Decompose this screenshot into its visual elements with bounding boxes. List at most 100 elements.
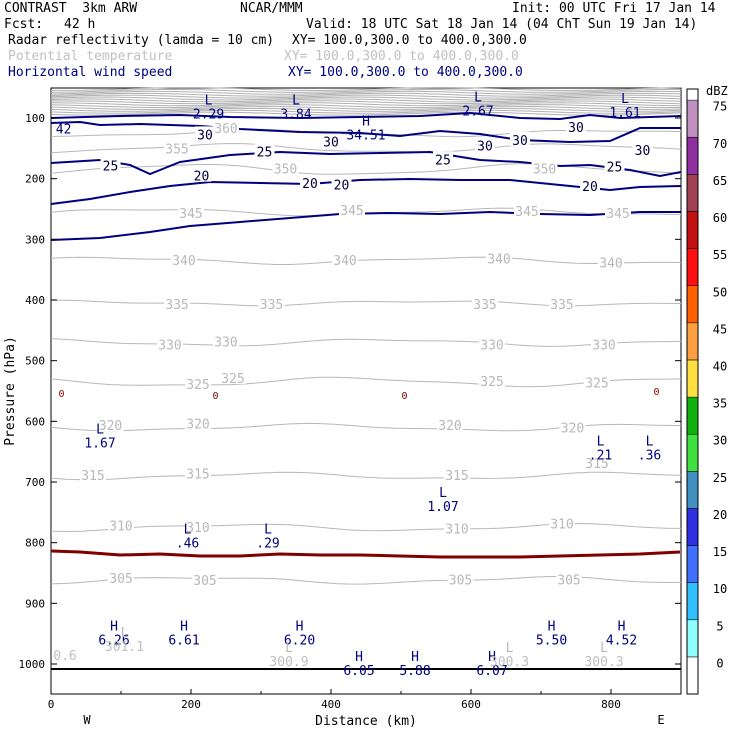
wind-label: 20	[194, 170, 210, 185]
wind-label-bg	[632, 142, 653, 157]
y-tick-label: 600	[25, 415, 45, 428]
wind-extremum-value: 1.07	[427, 500, 458, 515]
wind-label: 30	[568, 121, 584, 136]
theta-label-bg	[437, 418, 463, 432]
reflectivity-zero-label: 0	[401, 391, 407, 402]
wind-extremum-marker: H	[488, 650, 496, 665]
colorbar-label: 50	[713, 285, 727, 299]
y-tick-label: 200	[25, 173, 45, 186]
colorbar-label: 55	[713, 248, 727, 262]
theta-label-bg	[514, 204, 540, 218]
theta-label-bg	[213, 120, 239, 134]
theta-label-bg	[444, 521, 470, 535]
chart-labels: 360 355 350 350 345 345 345 345 340 340 340 340 335 3…	[53, 91, 661, 679]
wind-label-bg	[100, 157, 121, 172]
wind-extremum-value: 5.50	[536, 634, 567, 649]
wind-label: 30	[512, 134, 528, 149]
theta-label: 335	[473, 298, 496, 313]
colorbar: dBZ 0 5 10 15 20 25 30 35 40 45 50 55 60 65 70 75	[686, 84, 728, 695]
theta-contour	[51, 299, 682, 307]
theta-label: 340	[487, 252, 510, 267]
y-tick-label: 300	[25, 233, 45, 246]
theta-label-bg	[444, 467, 470, 481]
wind-extremum-value: 6.07	[476, 664, 507, 679]
isentrope-line	[50, 100, 682, 105]
wind-contour	[50, 111, 682, 121]
reflectivity-zero-label: 0	[212, 391, 218, 402]
theta-extremum-marker: L	[285, 641, 293, 656]
wind-extremum-marker: L	[597, 435, 605, 450]
wind-extremum-marker: H	[362, 114, 370, 129]
corner-label: 42	[56, 122, 72, 137]
colorbar-swatch	[686, 656, 699, 695]
colorbar-label: 20	[713, 508, 727, 522]
wind-label-bg	[331, 176, 352, 191]
wind-extremum-value: 4.52	[606, 634, 637, 649]
wind-speed-contours	[50, 111, 682, 241]
theta-extremum-marker: L	[121, 626, 129, 641]
stratosphere-isentropes	[50, 86, 682, 116]
theta-label: 330	[214, 335, 237, 350]
y-tick-label: 900	[25, 597, 45, 610]
x-axis-title: Distance (km)	[315, 714, 417, 729]
reflectivity-zero-contour	[50, 549, 681, 559]
x-tick-label: 600	[461, 698, 481, 711]
wind-label-bg	[195, 126, 215, 141]
theta-label-bg	[479, 373, 505, 387]
theta-label-bg	[598, 255, 624, 269]
colorbar-swatch	[686, 248, 699, 286]
theta-label: 325	[585, 377, 608, 392]
wind-extremum-marker: H	[411, 650, 419, 665]
theta-label-bg	[591, 337, 617, 351]
field-2-name: Potential temperature	[8, 49, 173, 64]
colorbar-label: 25	[713, 471, 727, 485]
wind-extremum-marker: H	[548, 620, 556, 635]
wind-label: 30	[323, 136, 339, 151]
theta-contour	[50, 522, 682, 533]
y-axis-title: Pressure (hPa)	[3, 336, 18, 446]
theta-label: 305	[449, 573, 472, 588]
theta-label-bg	[486, 251, 512, 265]
wind-extremum-marker: L	[184, 523, 192, 538]
theta-label-bg	[339, 202, 365, 216]
wind-extremum-marker: L	[646, 435, 654, 450]
theta-label: 310	[550, 517, 573, 532]
wind-extremum-marker: L	[621, 92, 629, 107]
wind-label: 25	[103, 159, 119, 174]
colorbar-swatch	[686, 471, 699, 509]
theta-label: 310	[186, 521, 209, 536]
theta-extremum-value: 301.1	[105, 640, 144, 655]
wind-extremum-value: 6.26	[98, 634, 129, 649]
theta-label: 355	[165, 143, 188, 158]
wind-extremum-marker: H	[296, 620, 304, 635]
wind-contour	[50, 177, 682, 205]
wind-label-bg	[566, 119, 586, 134]
x-tick-label: 400	[321, 698, 341, 711]
theta-label-bg	[178, 205, 204, 219]
x-tick-label: 0	[48, 698, 55, 711]
reflectivity-zero-label: 0	[653, 387, 659, 398]
theta-label-bg	[272, 161, 299, 175]
theta-label-bg	[332, 253, 358, 267]
wind-extremum-value: .21	[589, 449, 612, 464]
theta-contour	[50, 207, 682, 217]
isentrope-line	[50, 92, 682, 97]
y-tick-label: 800	[25, 537, 45, 550]
theta-label: 330	[480, 339, 503, 354]
theta-contour	[50, 128, 682, 138]
theta-label-bg	[80, 467, 106, 481]
theta-label: 340	[172, 254, 195, 269]
theta-contour	[50, 422, 682, 432]
colorbar-swatch	[686, 99, 699, 138]
field-2-xy: XY= 100.0,300.0 to 400.0,300.0	[284, 49, 519, 64]
colorbar-label: 10	[713, 582, 727, 596]
x-tick-label: 800	[601, 698, 621, 711]
colorbar-label: 35	[713, 397, 727, 411]
forecast-hour: 42 h	[64, 17, 96, 32]
theta-label: 315	[445, 469, 468, 484]
colorbar-label: 65	[713, 174, 727, 188]
theta-label-bg	[192, 572, 218, 586]
wind-extremum-marker: L	[205, 94, 213, 109]
theta-label-bg	[185, 466, 211, 480]
theta-contour	[50, 256, 682, 265]
